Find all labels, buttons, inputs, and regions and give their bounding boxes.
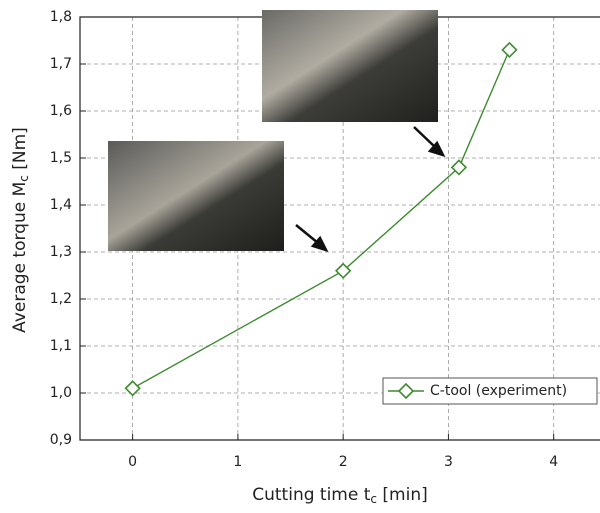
y-tick-label: 0,9 (50, 432, 72, 448)
tool-photo (262, 10, 438, 122)
legend-label: C-tool (experiment) (430, 383, 567, 399)
series-line (132, 49, 511, 389)
x-tick-label: 2 (339, 454, 348, 470)
y-tick-label: 1,3 (50, 244, 72, 260)
legend-box (382, 377, 598, 405)
x-tick-label: 3 (444, 454, 453, 470)
x-tick-label: 4 (549, 454, 558, 470)
y-axis-title-text: Average torque M (10, 182, 30, 333)
arrows (295, 126, 446, 253)
data-point (124, 380, 141, 397)
x-axis-title-sub: c (370, 492, 377, 506)
y-tick-label: 1,7 (50, 56, 72, 72)
tool-photo (108, 141, 284, 251)
y-tick-label: 1,0 (50, 385, 72, 401)
data-point (501, 41, 518, 59)
x-axis-title: Cutting time tc [min] (252, 485, 428, 506)
x-tick-label: 0 (128, 454, 137, 470)
x-axis-title-text: Cutting time t (252, 485, 370, 505)
legend-marker (397, 382, 415, 400)
y-axis-title-sub: c (17, 175, 31, 182)
y-tick-label: 1,1 (50, 338, 72, 354)
y-axis-title-unit: [Nm] (10, 127, 30, 175)
y-tick-label: 1,5 (50, 150, 72, 166)
legend: C-tool (experiment) (382, 377, 598, 405)
y-tick-label: 1,4 (50, 197, 72, 213)
y-tick-label: 1,2 (50, 291, 72, 307)
y-tick-label: 1,8 (50, 9, 72, 25)
x-axis-title-unit: [min] (377, 485, 428, 505)
y-axis-title: Average torque Mc [Nm] (10, 127, 31, 333)
y-tick-label: 1,6 (50, 103, 72, 119)
x-tick-label: 1 (233, 454, 242, 470)
data-point (450, 159, 468, 176)
data-point (335, 262, 352, 279)
